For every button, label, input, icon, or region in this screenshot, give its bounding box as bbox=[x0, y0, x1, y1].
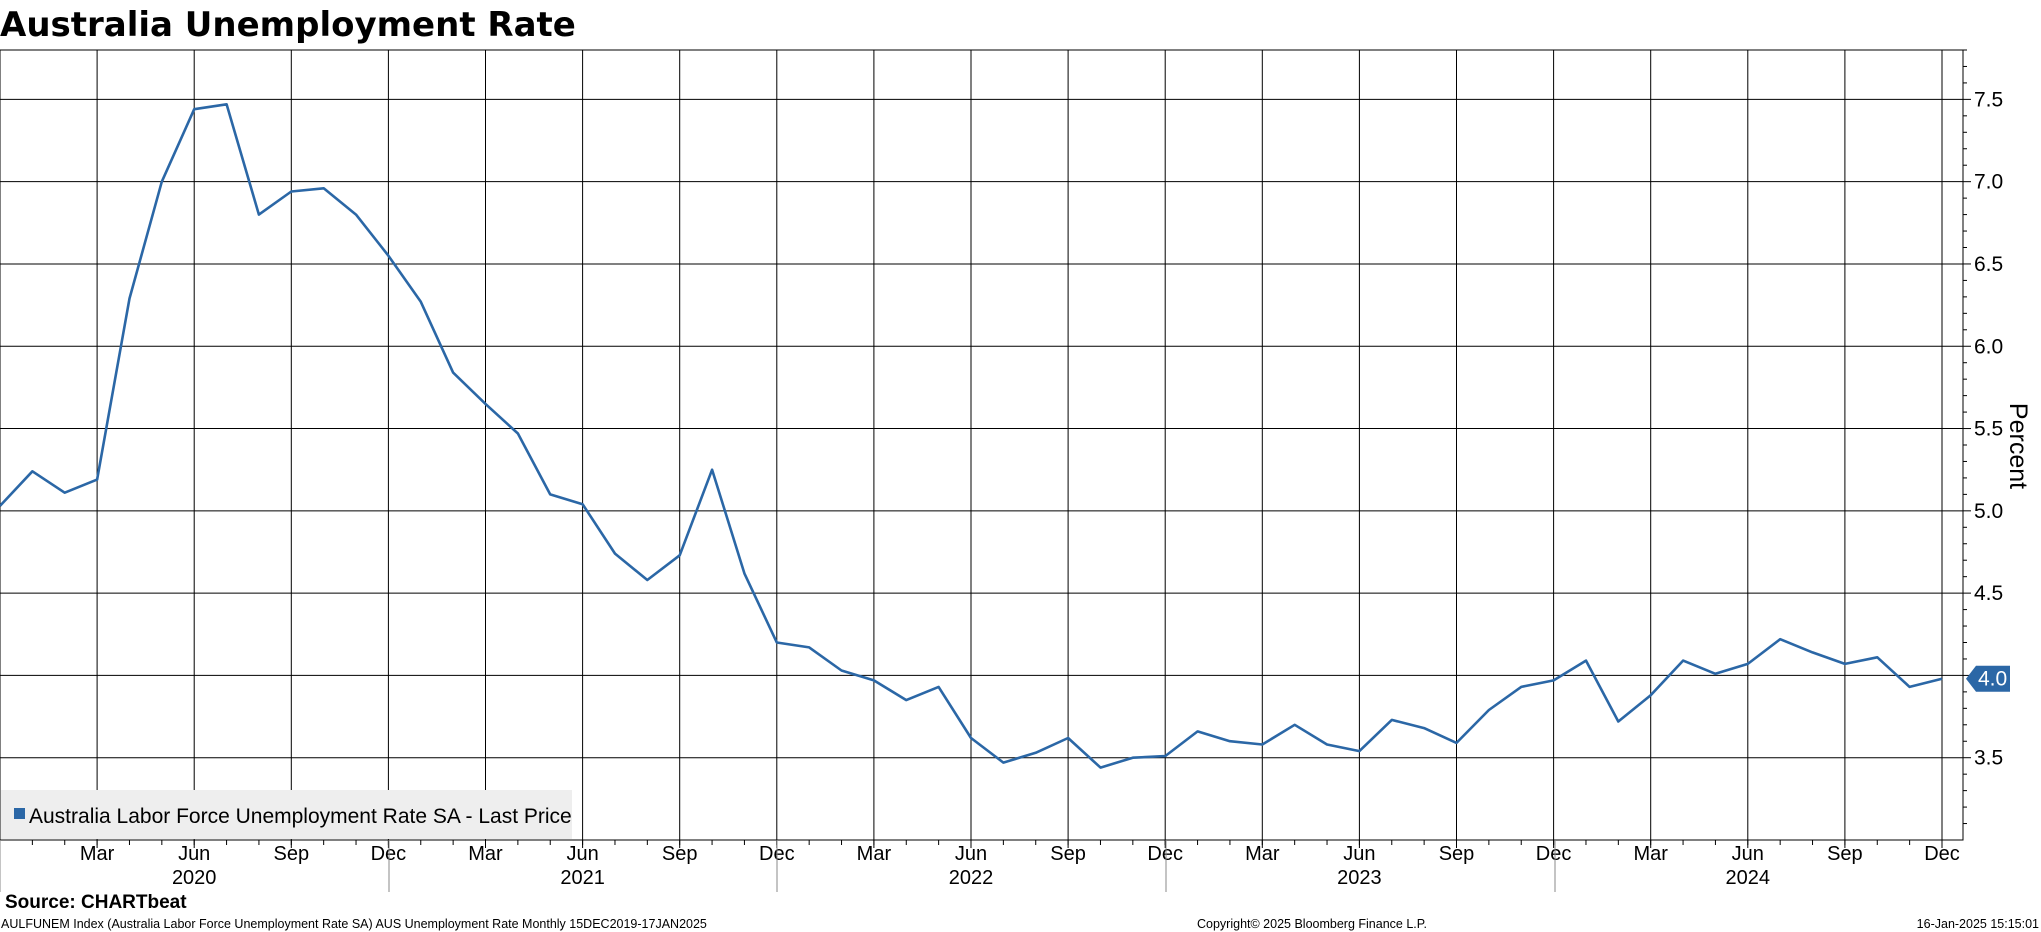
x-tick-label: Jun bbox=[1732, 843, 1764, 865]
y-axis: 3.54.04.55.05.56.06.57.07.5 bbox=[1963, 49, 2003, 825]
legend: Australia Labor Force Unemployment Rate … bbox=[1, 790, 572, 839]
chart-title: Australia Unemployment Rate bbox=[0, 5, 576, 45]
x-tick-label: Dec bbox=[1924, 843, 1960, 865]
x-tick-label: Dec bbox=[371, 843, 407, 865]
x-tick-label: Dec bbox=[1536, 843, 1572, 865]
y-tick-label: 6.0 bbox=[1974, 335, 2003, 358]
footer-index-info: AULFUNEM Index (Australia Labor Force Un… bbox=[1, 917, 707, 931]
x-tick-label: Mar bbox=[1245, 843, 1280, 865]
x-year-label: 2022 bbox=[949, 867, 994, 889]
x-axis: Mar Jun Sep Dec Mar Jun Sep Dec Mar Jun Sep Dec Mar J… bbox=[0, 840, 1960, 892]
last-value-label: 4.0 bbox=[1978, 668, 2007, 691]
x-tick-label: Sep bbox=[1439, 843, 1475, 865]
y-tick-label: 4.5 bbox=[1974, 582, 2003, 605]
unemployment-rate-line bbox=[0, 103, 1943, 769]
x-year-label: 2021 bbox=[560, 867, 605, 889]
legend-background bbox=[1, 790, 572, 839]
x-year-label: 2023 bbox=[1337, 867, 1382, 889]
y-tick-label: 3.5 bbox=[1974, 747, 2003, 770]
x-tick-label: Sep bbox=[274, 843, 310, 865]
vertical-gridlines bbox=[96, 50, 1943, 840]
x-tick-label: Sep bbox=[1050, 843, 1086, 865]
legend-swatch bbox=[14, 808, 25, 819]
plot-frame bbox=[0, 49, 1964, 841]
last-value-marker: 4.0 bbox=[1966, 665, 2010, 692]
last-value-badge bbox=[1966, 665, 2010, 692]
x-year-label: 2024 bbox=[1726, 867, 1771, 889]
horizontal-gridlines bbox=[0, 98, 1963, 759]
x-tick-label: Jun bbox=[566, 843, 598, 865]
x-tick-label: Jun bbox=[178, 843, 210, 865]
source-label: Source: CHARTbeat bbox=[5, 892, 187, 913]
y-tick-label: 5.0 bbox=[1974, 500, 2003, 523]
legend-entry: Australia Labor Force Unemployment Rate … bbox=[29, 805, 572, 828]
x-tick-label: Mar bbox=[1633, 843, 1668, 865]
x-tick-label: Mar bbox=[468, 843, 503, 865]
y-tick-label: 7.5 bbox=[1974, 88, 2003, 111]
y-tick-label: 5.5 bbox=[1974, 418, 2003, 441]
x-tick-label: Dec bbox=[1147, 843, 1183, 865]
x-tick-label: Mar bbox=[80, 843, 115, 865]
x-tick-label: Sep bbox=[662, 843, 698, 865]
x-year-label: 2020 bbox=[172, 867, 217, 889]
x-tick-label: Jun bbox=[1343, 843, 1375, 865]
y-axis-label: Percent bbox=[2004, 403, 2032, 489]
x-tick-label: Sep bbox=[1827, 843, 1863, 865]
footer-copyright: Copyright© 2025 Bloomberg Finance L.P. bbox=[1197, 917, 1427, 931]
y-tick-label: 6.5 bbox=[1974, 253, 2003, 276]
x-tick-label: Mar bbox=[857, 843, 892, 865]
y-tick-label: 7.0 bbox=[1974, 171, 2003, 194]
footer-timestamp: 16-Jan-2025 15:15:01 bbox=[1917, 917, 2039, 931]
x-tick-label: Jun bbox=[955, 843, 987, 865]
